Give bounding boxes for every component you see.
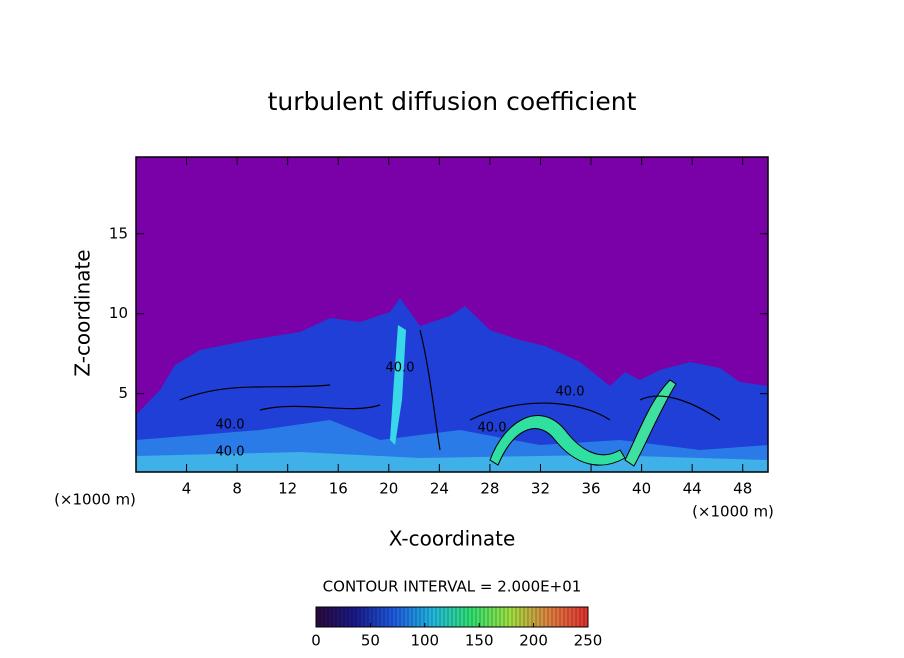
x-tick-label: 40 xyxy=(632,480,651,498)
y-tick-label: 10 xyxy=(109,304,128,322)
contour-label: 40.0 xyxy=(478,421,507,436)
x-tick-label: 4 xyxy=(182,480,192,498)
y-unit-label: (×1000 m) xyxy=(54,491,136,509)
x-tick-label: 44 xyxy=(683,480,702,498)
contour-label: 40.0 xyxy=(556,385,585,400)
x-tick-label: 48 xyxy=(733,480,752,498)
y-tick-label: 5 xyxy=(118,384,128,402)
field xyxy=(136,157,768,472)
colorbar-tick-label: 200 xyxy=(519,632,548,650)
colorbar-tick-label: 250 xyxy=(574,632,603,650)
x-tick-label: 32 xyxy=(531,480,550,498)
colorbar-tick-label: 0 xyxy=(311,632,321,650)
x-axis-label: X-coordinate xyxy=(389,527,516,551)
y-axis-label: Z-coordinate xyxy=(71,249,95,376)
x-tick-label: 8 xyxy=(232,480,242,498)
y-tick-label: 15 xyxy=(109,224,128,242)
x-tick-label: 28 xyxy=(480,480,499,498)
colorbar-tick-label: 100 xyxy=(410,632,439,650)
x-tick-label: 20 xyxy=(379,480,398,498)
colorbar-tick-label: 50 xyxy=(361,632,380,650)
contour-label: 40.0 xyxy=(216,418,245,433)
contour-label: 40.0 xyxy=(216,445,245,460)
x-tick-label: 36 xyxy=(581,480,600,498)
x-tick-label: 24 xyxy=(430,480,449,498)
colorbar-tick-label: 150 xyxy=(465,632,494,650)
chart-title: turbulent diffusion coefficient xyxy=(268,87,637,116)
plot-frame xyxy=(135,156,769,473)
contour-label: 40.0 xyxy=(386,361,415,376)
x-unit-label: (×1000 m) xyxy=(692,503,774,521)
contour-interval: CONTOUR INTERVAL = 2.000E+01 xyxy=(323,578,582,596)
x-tick-label: 12 xyxy=(278,480,297,498)
x-tick-label: 16 xyxy=(329,480,348,498)
